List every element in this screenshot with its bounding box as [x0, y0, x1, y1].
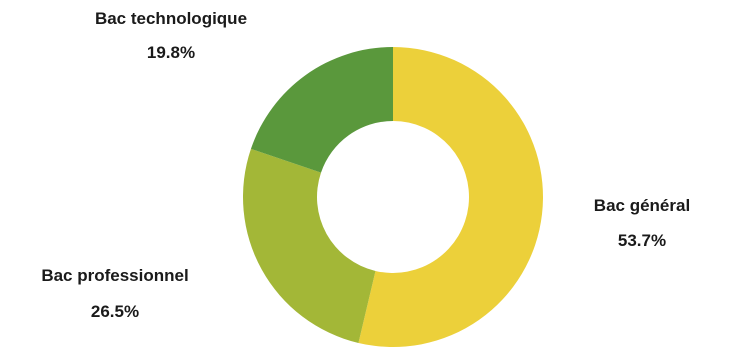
slice-label-bac-professionnel: Bac professionnel: [41, 266, 188, 285]
slice-bac-general: [358, 47, 543, 347]
slice-bac-technologique: [250, 47, 393, 173]
slice-value-bac-technologique: 19.8%: [147, 43, 195, 62]
slice-value-bac-general: 53.7%: [618, 231, 666, 250]
slice-label-bac-general: Bac général: [594, 196, 690, 215]
slice-value-bac-professionnel: 26.5%: [91, 302, 139, 321]
slice-label-bac-technologique: Bac technologique: [95, 9, 247, 28]
slice-bac-professionnel: [242, 148, 376, 343]
slices-layer: [242, 47, 543, 347]
labels-layer: Bac général 53.7% Bac professionnel 26.5…: [41, 9, 690, 321]
